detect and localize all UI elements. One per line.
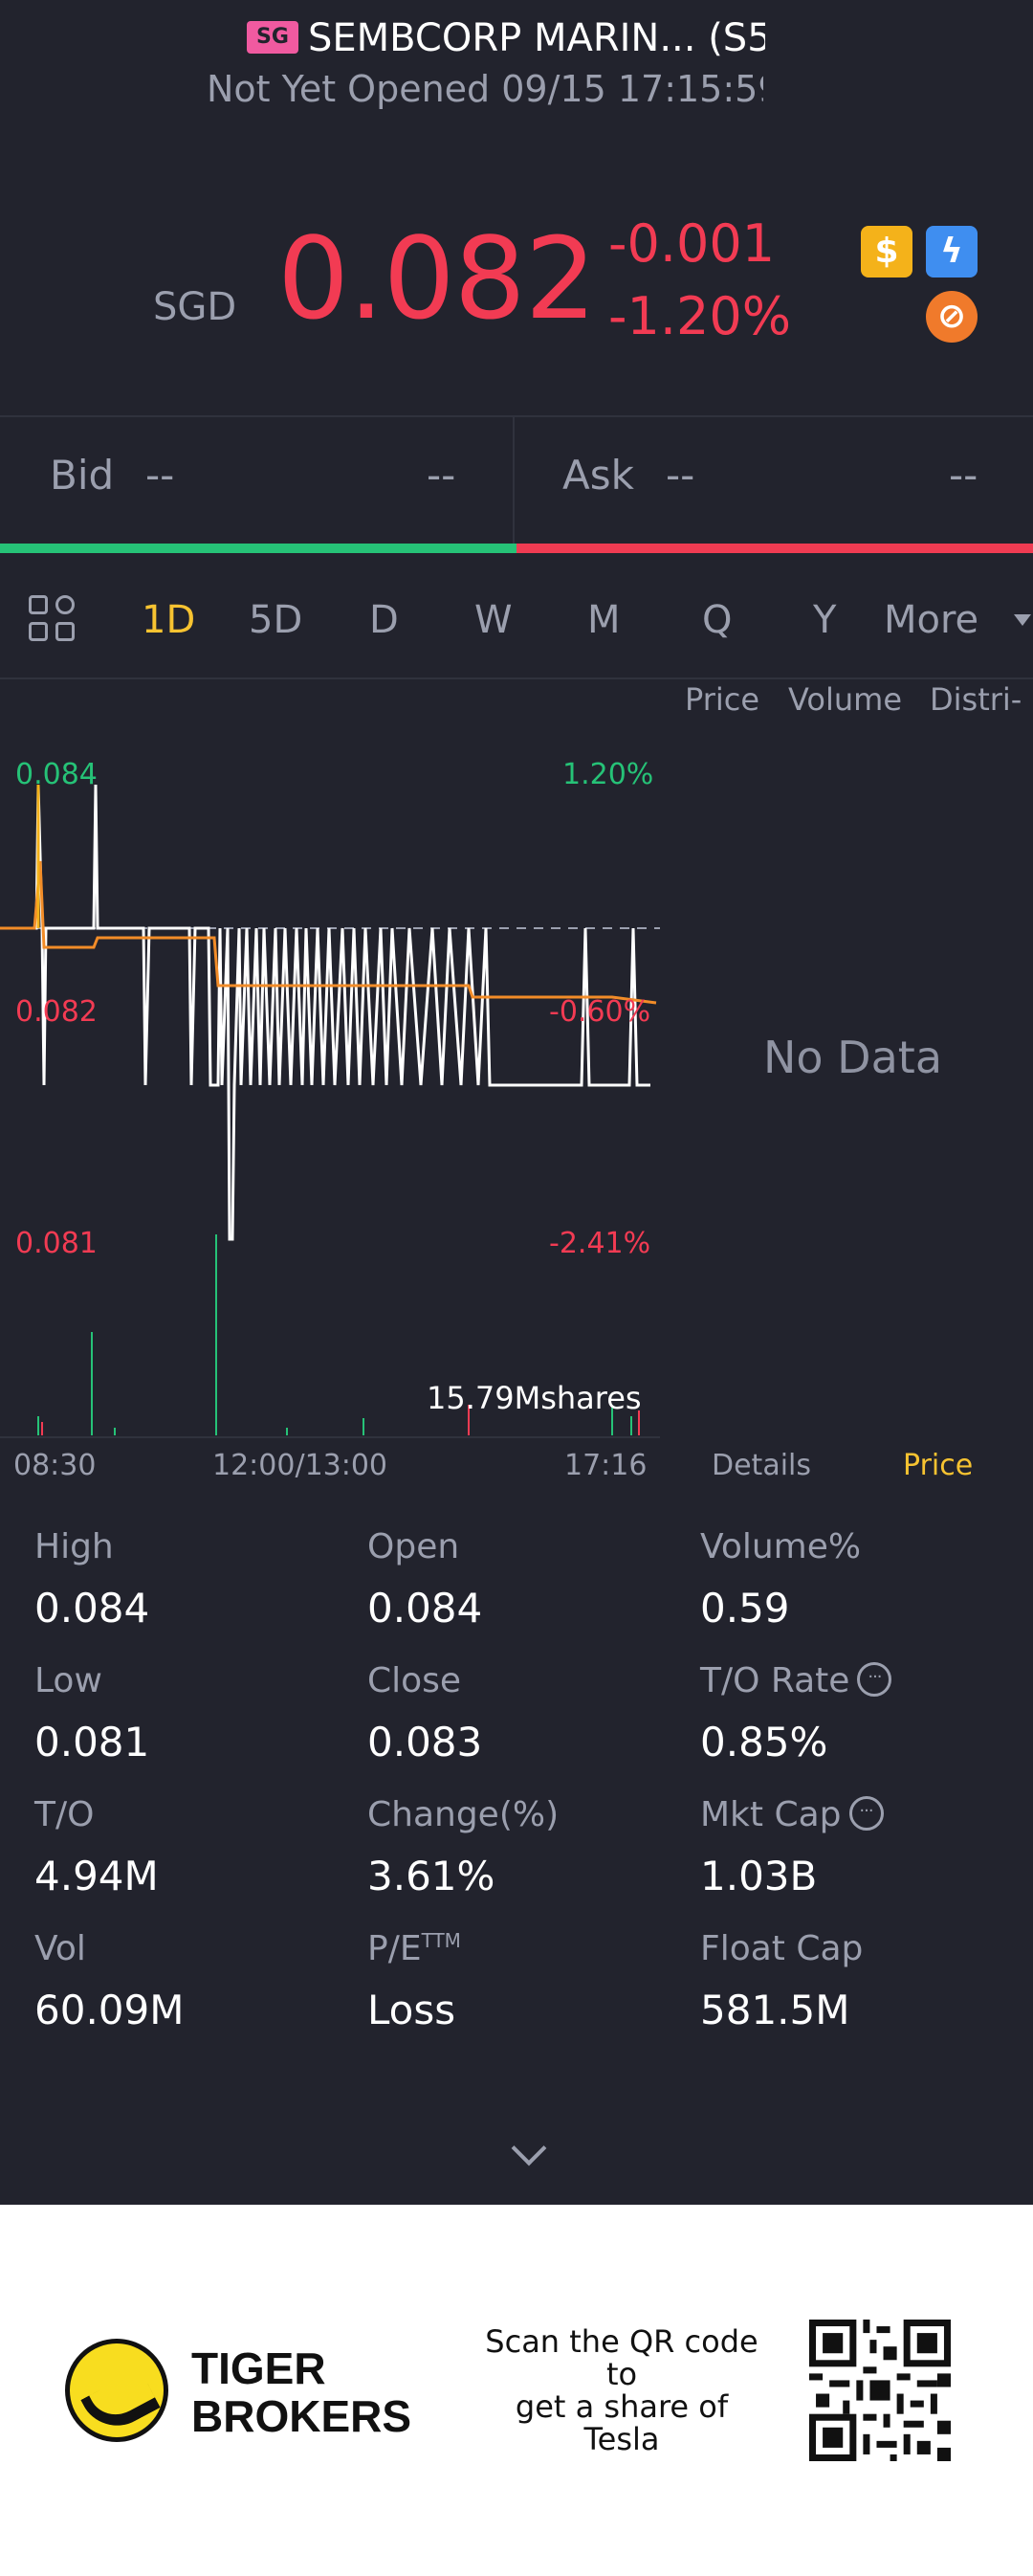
stat-value-turnover: 4.94M bbox=[34, 1853, 159, 1899]
stat-label-turnover-rate: T/O Rate bbox=[700, 1661, 892, 1700]
divider bbox=[0, 415, 1033, 417]
stat-value-change-pct: 3.61% bbox=[367, 1853, 495, 1899]
stat-value-volume-pct: 0.59 bbox=[700, 1585, 790, 1632]
bid-size: -- bbox=[427, 452, 456, 499]
time-mid: 12:00/13:00 bbox=[212, 1449, 388, 1482]
stat-label-open: Open bbox=[367, 1527, 460, 1566]
promo-footer: TIGER BROKERS Scan the QR code to get a … bbox=[0, 2205, 1033, 2576]
price-line bbox=[0, 784, 650, 1241]
last-price: 0.082 bbox=[277, 212, 597, 344]
price-axis-low: 0.081 bbox=[15, 1227, 98, 1260]
stat-value-pe: Loss bbox=[367, 1987, 456, 2033]
time-start: 08:30 bbox=[13, 1449, 97, 1482]
dollar-icon[interactable]: $ bbox=[861, 226, 912, 278]
ask-size: -- bbox=[949, 452, 978, 499]
period-tabs: 1D 5D D W M Q Y More bbox=[0, 555, 1033, 679]
scan-qr-text: Scan the QR code to get a share of Tesla bbox=[485, 2323, 758, 2457]
tab-1d[interactable]: 1D bbox=[142, 598, 196, 642]
layout-grid-icon[interactable] bbox=[29, 595, 77, 643]
ask-label: Ask bbox=[562, 452, 634, 499]
stat-label-pe: P/ETTM bbox=[367, 1929, 461, 1968]
ask-volume-bar bbox=[516, 544, 1033, 553]
stat-label-close: Close bbox=[367, 1661, 462, 1700]
volume-bars bbox=[37, 1234, 632, 1435]
stat-label-low: Low bbox=[34, 1661, 102, 1700]
chevron-down-icon[interactable] bbox=[511, 2130, 547, 2166]
pct-axis-low: -2.41% bbox=[549, 1227, 651, 1260]
bid-ask-divider bbox=[513, 417, 515, 545]
stat-value-close: 0.083 bbox=[367, 1719, 483, 1765]
currency-label: SGD bbox=[153, 285, 237, 329]
stat-label-turnover: T/O bbox=[34, 1795, 95, 1834]
bottom-tab-price[interactable]: Price bbox=[903, 1449, 974, 1482]
stat-value-open: 0.084 bbox=[367, 1585, 483, 1632]
price-change-percent: -1.20% bbox=[608, 286, 792, 346]
stat-label-change-pct: Change(%) bbox=[367, 1795, 560, 1834]
tab-5d[interactable]: 5D bbox=[249, 598, 303, 642]
stat-value-float-cap: 581.5M bbox=[700, 1987, 850, 2033]
margin-icon[interactable]: ⊘ bbox=[926, 291, 978, 343]
stat-value-market-cap: 1.03B bbox=[700, 1853, 818, 1899]
bid-price: -- bbox=[145, 452, 175, 499]
stat-label-market-cap: Mkt Cap bbox=[700, 1795, 884, 1834]
pct-axis-mid: -0.60% bbox=[549, 995, 651, 1029]
stat-value-low: 0.081 bbox=[34, 1719, 150, 1765]
info-icon[interactable] bbox=[857, 1662, 892, 1697]
volume-label: 15.79Mshares bbox=[427, 1380, 642, 1416]
title-row: SG SEMBCORP MARIN... (S51 bbox=[0, 13, 1033, 67]
stat-value-high: 0.084 bbox=[34, 1585, 150, 1632]
bottom-tab-details[interactable]: Details bbox=[712, 1449, 812, 1482]
average-price-line bbox=[0, 860, 657, 1005]
stat-value-turnover-rate: 0.85% bbox=[700, 1719, 828, 1765]
side-tab-price[interactable]: Price bbox=[685, 681, 760, 718]
qr-code[interactable] bbox=[809, 2320, 951, 2461]
no-data-message: No Data bbox=[763, 1032, 943, 1083]
side-tab-distribution[interactable]: Distri- bbox=[930, 681, 1022, 718]
stat-label-volume: Vol bbox=[34, 1929, 86, 1968]
flash-icon[interactable]: ϟ bbox=[926, 226, 978, 278]
stat-label-high: High bbox=[34, 1527, 114, 1566]
stock-title[interactable]: SEMBCORP MARIN... (S51 bbox=[308, 16, 765, 60]
market-badge: SG bbox=[247, 21, 298, 54]
brand-name: TIGER BROKERS bbox=[191, 2343, 412, 2441]
info-icon[interactable] bbox=[848, 1796, 884, 1831]
tab-y[interactable]: Y bbox=[813, 598, 837, 642]
stat-label-float-cap: Float Cap bbox=[700, 1929, 864, 1968]
price-change: -0.001 bbox=[608, 213, 776, 274]
intraday-chart[interactable] bbox=[0, 746, 660, 1455]
stat-value-volume: 60.09M bbox=[34, 1987, 185, 2033]
tiger-brokers-logo bbox=[65, 2339, 168, 2442]
tab-w[interactable]: W bbox=[474, 598, 513, 642]
volume-bars-down bbox=[41, 1405, 640, 1435]
tab-m[interactable]: M bbox=[587, 598, 621, 642]
tab-more[interactable]: More bbox=[884, 598, 979, 642]
stat-label-volume-pct: Volume% bbox=[700, 1527, 862, 1566]
ask-price: -- bbox=[666, 452, 695, 499]
bid-label: Bid bbox=[50, 452, 115, 499]
divider bbox=[0, 677, 1033, 679]
bid-volume-bar bbox=[0, 544, 516, 553]
tab-q[interactable]: Q bbox=[702, 598, 733, 642]
tab-d[interactable]: D bbox=[369, 598, 399, 642]
chevron-down-icon[interactable] bbox=[1014, 614, 1031, 626]
market-status: Not Yet Opened 09/15 17:15:59 S bbox=[207, 68, 763, 110]
price-axis-mid: 0.082 bbox=[15, 995, 98, 1029]
pct-axis-high: 1.20% bbox=[562, 758, 654, 791]
price-axis-high: 0.084 bbox=[15, 758, 98, 791]
time-end: 17:16 bbox=[564, 1449, 648, 1482]
side-tab-volume[interactable]: Volume bbox=[788, 681, 903, 718]
